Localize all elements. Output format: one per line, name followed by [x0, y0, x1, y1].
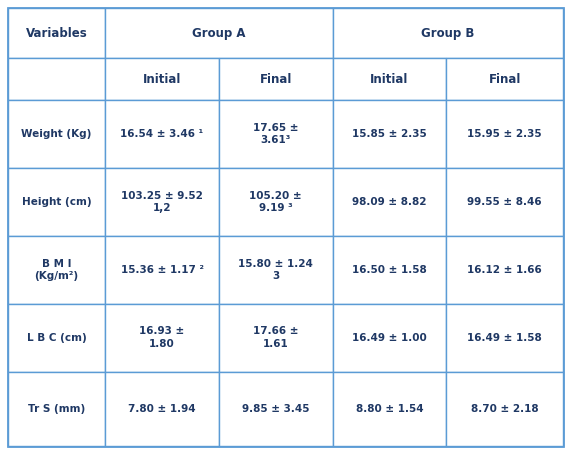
Text: Final: Final — [260, 73, 292, 86]
Bar — [105, 236, 219, 304]
Bar — [333, 236, 447, 304]
Text: 17.66 ±
1.61: 17.66 ± 1.61 — [253, 326, 299, 349]
Text: 98.09 ± 8.82: 98.09 ± 8.82 — [352, 197, 427, 207]
Text: B M I
(Kg/m²): B M I (Kg/m²) — [34, 258, 79, 281]
Bar — [105, 168, 219, 236]
Bar — [333, 8, 563, 59]
Bar — [447, 236, 563, 304]
Text: Group A: Group A — [192, 27, 246, 39]
Bar — [8, 371, 105, 446]
Bar — [447, 59, 563, 100]
Bar — [333, 100, 447, 168]
Bar — [333, 168, 447, 236]
Bar — [8, 304, 105, 371]
Text: Height (cm): Height (cm) — [22, 197, 91, 207]
Text: 15.80 ± 1.24
3: 15.80 ± 1.24 3 — [238, 258, 313, 281]
Text: 7.80 ± 1.94: 7.80 ± 1.94 — [128, 404, 196, 414]
Text: 15.95 ± 2.35: 15.95 ± 2.35 — [468, 129, 542, 139]
Bar — [105, 100, 219, 168]
Text: 9.85 ± 3.45: 9.85 ± 3.45 — [242, 404, 309, 414]
Bar — [105, 59, 219, 100]
Text: 16.50 ± 1.58: 16.50 ± 1.58 — [352, 265, 427, 275]
Bar — [105, 304, 219, 371]
Bar — [219, 236, 333, 304]
Text: 16.49 ± 1.00: 16.49 ± 1.00 — [352, 333, 427, 343]
Bar — [8, 168, 105, 236]
Text: 16.54 ± 3.46 ¹: 16.54 ± 3.46 ¹ — [120, 129, 204, 139]
Bar — [219, 371, 333, 446]
Text: Weight (Kg): Weight (Kg) — [21, 129, 92, 139]
Text: 16.12 ± 1.66: 16.12 ± 1.66 — [467, 265, 542, 275]
Bar — [447, 168, 563, 236]
Text: Initial: Initial — [143, 73, 181, 86]
Text: Initial: Initial — [371, 73, 409, 86]
Text: L B C (cm): L B C (cm) — [27, 333, 86, 343]
Bar — [105, 371, 219, 446]
Text: 8.70 ± 2.18: 8.70 ± 2.18 — [471, 404, 538, 414]
Text: Variables: Variables — [26, 27, 87, 39]
Text: 103.25 ± 9.52
1,2: 103.25 ± 9.52 1,2 — [121, 191, 203, 213]
Bar — [333, 59, 447, 100]
Bar — [219, 100, 333, 168]
Bar — [333, 371, 447, 446]
Bar — [219, 59, 333, 100]
Text: 8.80 ± 1.54: 8.80 ± 1.54 — [356, 404, 423, 414]
Bar — [447, 371, 563, 446]
Text: 99.55 ± 8.46: 99.55 ± 8.46 — [468, 197, 542, 207]
Bar — [447, 304, 563, 371]
Text: 15.36 ± 1.17 ²: 15.36 ± 1.17 ² — [120, 265, 203, 275]
Text: 15.85 ± 2.35: 15.85 ± 2.35 — [352, 129, 427, 139]
Bar — [105, 8, 333, 59]
Bar — [219, 168, 333, 236]
Bar — [8, 100, 105, 168]
Text: 105.20 ±
9.19 ³: 105.20 ± 9.19 ³ — [250, 191, 302, 213]
Bar — [219, 304, 333, 371]
Text: Final: Final — [489, 73, 521, 86]
Bar — [8, 8, 105, 59]
Text: 16.49 ± 1.58: 16.49 ± 1.58 — [467, 333, 542, 343]
Text: 17.65 ±
3.61³: 17.65 ± 3.61³ — [253, 123, 299, 145]
Bar — [333, 304, 447, 371]
Text: Group B: Group B — [421, 27, 475, 39]
Text: 16.93 ±
1.80: 16.93 ± 1.80 — [139, 326, 184, 349]
Bar — [447, 100, 563, 168]
Text: Tr S (mm): Tr S (mm) — [28, 404, 85, 414]
Bar — [8, 236, 105, 304]
Bar — [8, 59, 105, 100]
